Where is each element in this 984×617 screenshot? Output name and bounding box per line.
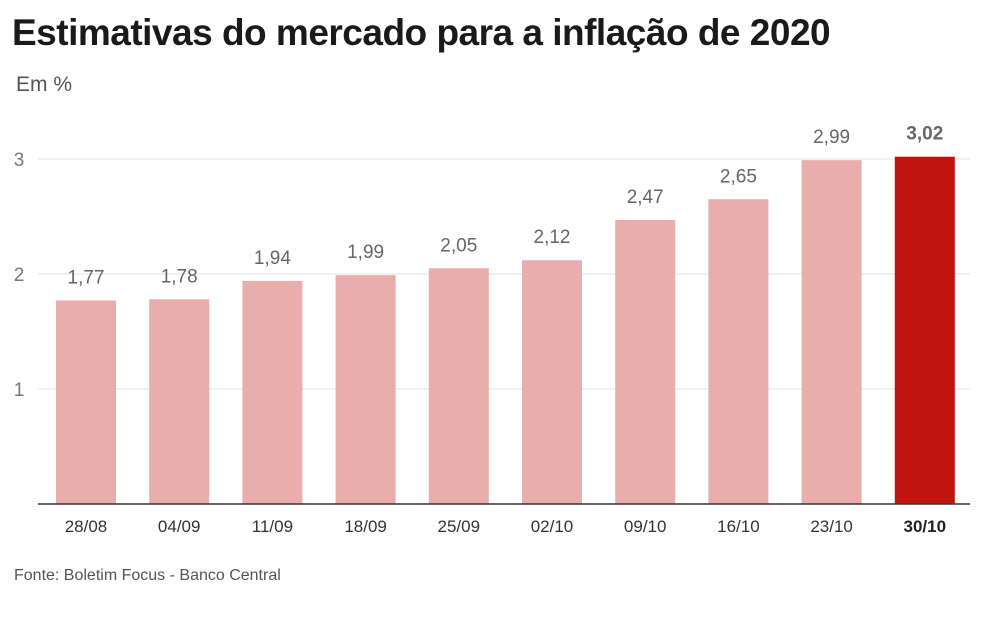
source-note: Fonte: Boletim Focus - Banco Central <box>14 567 281 584</box>
chart-subtitle: Em % <box>16 73 73 96</box>
bar <box>149 299 210 504</box>
bar <box>708 199 769 504</box>
x-tick-label: 25/09 <box>438 517 481 536</box>
x-tick-label: 11/09 <box>252 517 293 536</box>
y-tick-label: 2 <box>14 265 25 286</box>
value-label: 1,94 <box>254 248 291 269</box>
x-tick-label: 09/10 <box>624 517 667 536</box>
bar <box>428 268 489 504</box>
y-tick-label: 3 <box>14 150 25 171</box>
x-axis-ticks: 28/08 04/09 11/09 18/09 25/09 02/10 09/10 16/10… <box>65 517 946 536</box>
x-tick-label: 16/10 <box>717 517 760 536</box>
value-label: 1,78 <box>161 266 198 287</box>
x-tick-label: 02/10 <box>531 517 574 536</box>
bar-highlighted <box>894 156 955 504</box>
bar <box>335 275 396 504</box>
value-label: 2,47 <box>627 187 664 208</box>
value-labels: 1,77 1,78 1,94 1,99 2,05 2,12 2,47 2,65 2,99 3,02 <box>68 124 944 289</box>
x-tick-label: 30/10 <box>904 517 947 536</box>
value-label: 2,65 <box>720 166 757 187</box>
bar <box>615 219 676 504</box>
x-tick-label: 23/10 <box>810 517 853 536</box>
value-label: 3,02 <box>906 124 943 145</box>
value-label: 2,99 <box>813 127 850 148</box>
bar <box>801 160 862 504</box>
x-tick-label: 28/08 <box>65 517 108 536</box>
x-tick-label: 04/09 <box>158 517 201 536</box>
y-axis-ticks: 1 2 3 <box>14 150 25 401</box>
chart-title: Estimativas do mercado para a inflação d… <box>12 12 831 53</box>
value-label: 1,77 <box>68 267 105 288</box>
bars <box>56 156 955 504</box>
value-label: 2,12 <box>534 227 571 248</box>
value-label: 2,05 <box>440 235 477 256</box>
bar <box>522 260 582 504</box>
y-tick-label: 1 <box>14 380 25 401</box>
bar <box>56 300 116 504</box>
bar <box>242 280 303 504</box>
value-label: 1,99 <box>347 242 384 263</box>
x-tick-label: 18/09 <box>344 517 387 536</box>
